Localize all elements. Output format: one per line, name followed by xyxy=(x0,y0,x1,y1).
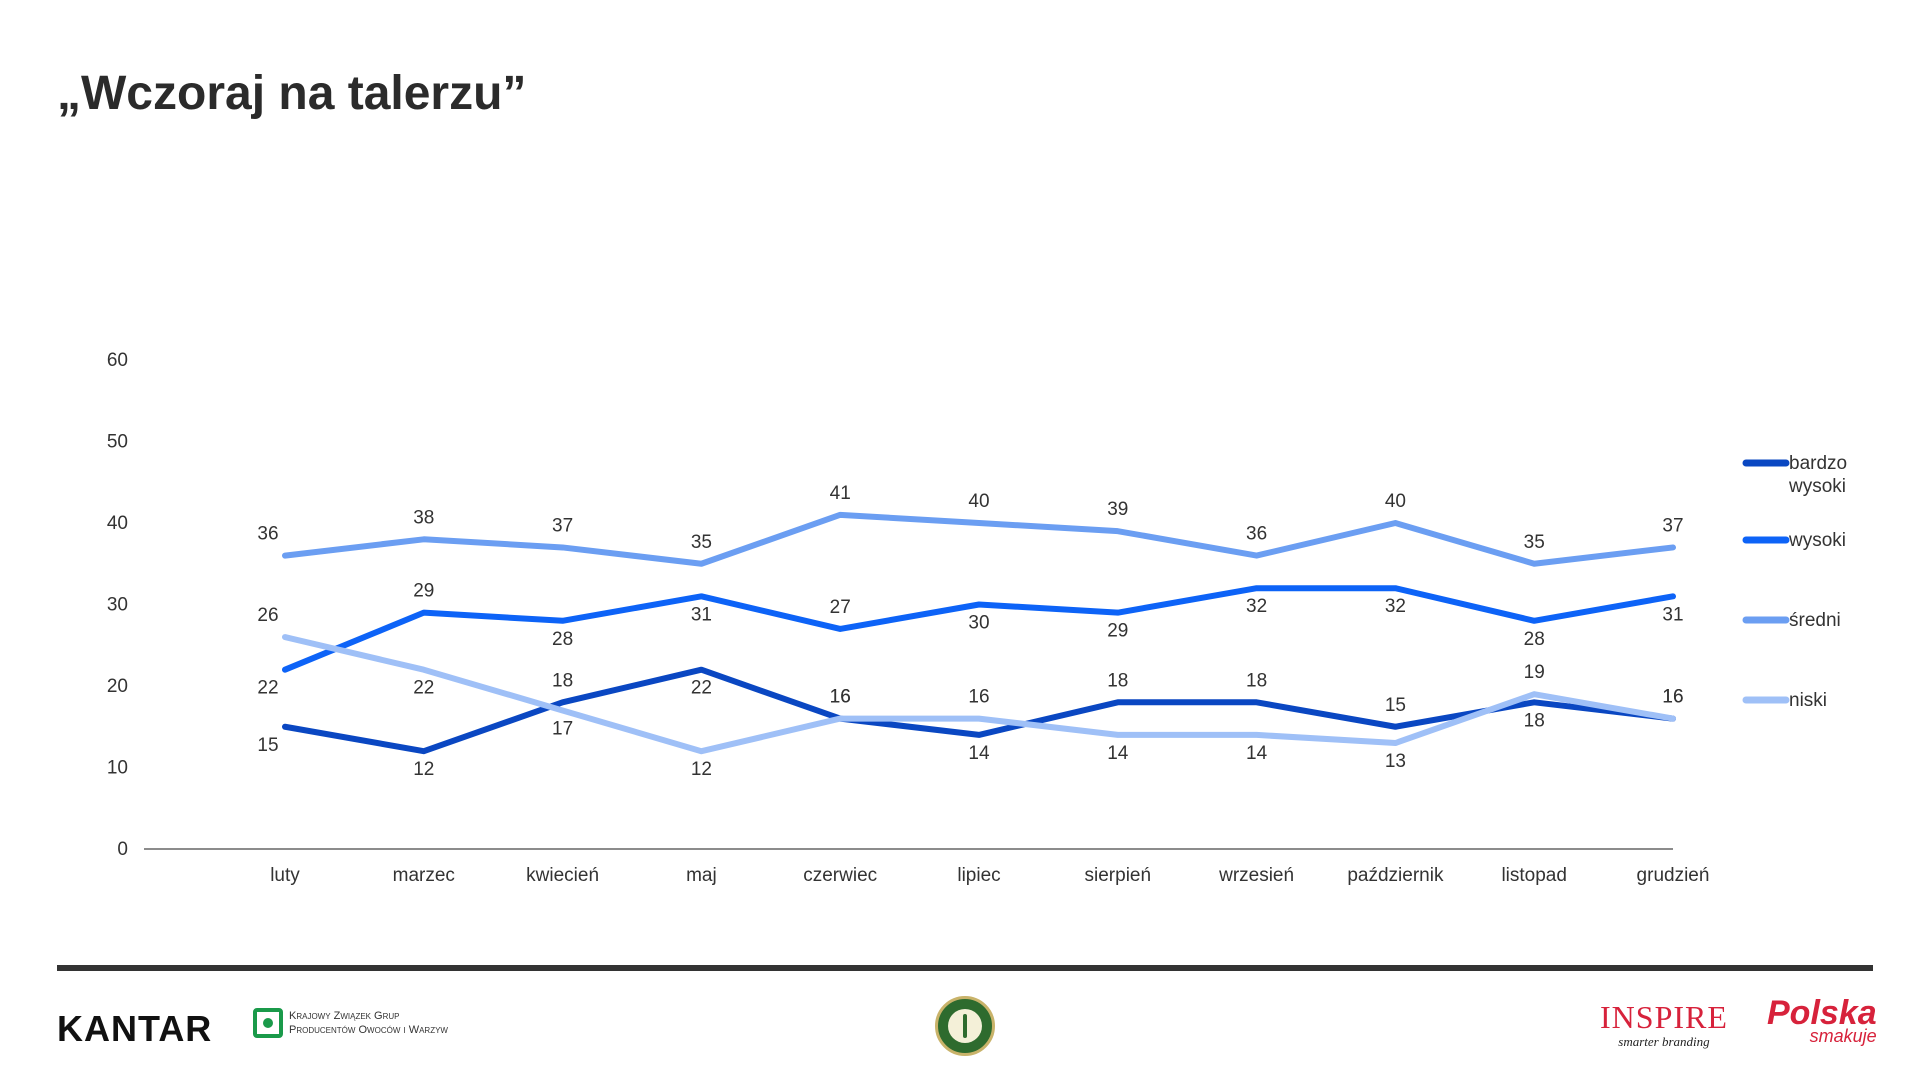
data-label: 31 xyxy=(1662,604,1683,625)
page-title: „Wczoraj na talerzu” xyxy=(57,67,527,120)
x-tick-label: październik xyxy=(1347,865,1444,886)
data-label: 26 xyxy=(257,605,278,626)
y-axis: 0 10 20 30 40 50 60 xyxy=(107,350,128,860)
kzgp-line-2: Producentów Owoców i Warzyw xyxy=(289,1024,448,1036)
data-label: 16 xyxy=(1662,687,1683,708)
data-label: 28 xyxy=(1524,629,1545,650)
data-label: 40 xyxy=(1385,491,1406,512)
line-chart: 0 10 20 30 40 50 60 luty marzec kwiecień maj czerw… xyxy=(107,350,1847,886)
data-labels: 15 12 18 22 16 14 18 18 15 18 16 22 29 28 31 27 30 29 32 32… xyxy=(257,483,1683,780)
y-tick-label: 10 xyxy=(107,758,128,779)
inspire-logo-name: INSPIRE xyxy=(1600,999,1728,1035)
data-label: 19 xyxy=(1524,662,1545,683)
polska-logo-tagline: smakuje xyxy=(1809,1026,1877,1046)
x-tick-label: lipiec xyxy=(957,865,1000,886)
x-tick-label: kwiecień xyxy=(526,865,599,886)
inspire-logo: INSPIRE smarter branding xyxy=(1600,1000,1728,1050)
data-label: 18 xyxy=(552,670,573,691)
x-tick-label: sierpień xyxy=(1085,865,1152,886)
data-label: 22 xyxy=(691,678,712,699)
data-label: 38 xyxy=(413,507,434,528)
data-label: 39 xyxy=(1107,499,1128,520)
series-line xyxy=(282,511,1676,567)
data-label: 15 xyxy=(257,735,278,756)
data-label: 22 xyxy=(413,678,434,699)
data-label: 16 xyxy=(830,687,851,708)
x-tick-label: wrzesień xyxy=(1218,865,1294,886)
data-label: 16 xyxy=(1662,687,1683,708)
data-label: 30 xyxy=(968,613,989,634)
data-label: 35 xyxy=(1524,532,1545,553)
kzgp-line-1: Krajowy Związek Grup xyxy=(289,1010,400,1022)
data-label: 28 xyxy=(552,629,573,650)
data-label: 29 xyxy=(1107,621,1128,642)
data-label: 14 xyxy=(968,743,990,764)
data-label: 27 xyxy=(830,597,851,618)
data-label: 12 xyxy=(691,759,712,780)
data-label: 18 xyxy=(1524,710,1545,731)
kzgp-logo-text: Krajowy Związek Grup Producentów Owoców … xyxy=(289,1009,448,1037)
data-label: 29 xyxy=(413,581,434,602)
kzgp-logo: Krajowy Związek Grup Producentów Owoców … xyxy=(253,1008,448,1038)
data-label: 16 xyxy=(830,687,851,708)
legend: bardzo wysoki wysoki średni niski xyxy=(1742,453,1847,711)
data-label: 17 xyxy=(552,718,573,739)
polska-logo-name: Polska xyxy=(1767,994,1877,1032)
data-label: 37 xyxy=(552,515,573,536)
data-label: 16 xyxy=(968,687,989,708)
legend-label: niski xyxy=(1789,690,1827,711)
kantar-logo: KANTAR xyxy=(57,1008,213,1049)
y-tick-label: 60 xyxy=(107,350,128,371)
y-tick-label: 40 xyxy=(107,513,128,534)
polska-smakuje-logo: Polska smakuje xyxy=(1767,996,1877,1047)
data-label: 14 xyxy=(1246,743,1268,764)
data-label: 18 xyxy=(1107,670,1128,691)
data-label: 12 xyxy=(413,759,434,780)
data-label: 32 xyxy=(1385,596,1406,617)
legend-label: średni xyxy=(1789,610,1841,631)
data-label: 35 xyxy=(691,532,712,553)
series-line xyxy=(282,634,1676,755)
data-label: 15 xyxy=(1385,695,1406,716)
kzgp-logo-icon xyxy=(253,1008,283,1038)
series-lines xyxy=(282,511,1676,755)
x-tick-label: luty xyxy=(270,865,300,886)
y-tick-label: 30 xyxy=(107,595,128,616)
data-label: 32 xyxy=(1246,596,1267,617)
data-label: 31 xyxy=(691,604,712,625)
x-tick-label: czerwiec xyxy=(803,865,877,886)
footer-divider xyxy=(57,965,1873,971)
x-tick-label: marzec xyxy=(393,865,455,886)
y-tick-label: 50 xyxy=(107,432,128,453)
x-tick-label: grudzień xyxy=(1637,865,1710,886)
data-label: 13 xyxy=(1385,751,1406,772)
x-tick-label: listopad xyxy=(1501,865,1567,886)
data-label: 22 xyxy=(257,678,278,699)
data-label: 36 xyxy=(1246,524,1267,545)
wheat-icon xyxy=(948,1009,982,1043)
series-line xyxy=(282,585,1676,673)
legend-label: bardzo wysoki xyxy=(1788,453,1847,497)
data-label: 40 xyxy=(968,491,989,512)
data-label: 14 xyxy=(1107,743,1129,764)
data-label: 18 xyxy=(1246,670,1267,691)
legend-label: wysoki xyxy=(1788,530,1846,551)
data-label: 36 xyxy=(257,524,278,545)
x-tick-label: maj xyxy=(686,865,717,886)
data-label: 37 xyxy=(1662,515,1683,536)
series-line xyxy=(282,666,1676,755)
data-label: 41 xyxy=(830,483,851,504)
inspire-logo-tagline: smarter branding xyxy=(1618,1034,1710,1049)
y-tick-label: 0 xyxy=(117,839,128,860)
y-tick-label: 20 xyxy=(107,676,128,697)
x-axis: luty marzec kwiecień maj czerwiec lipiec sierp… xyxy=(270,865,1709,886)
ministry-seal-icon xyxy=(935,996,995,1056)
